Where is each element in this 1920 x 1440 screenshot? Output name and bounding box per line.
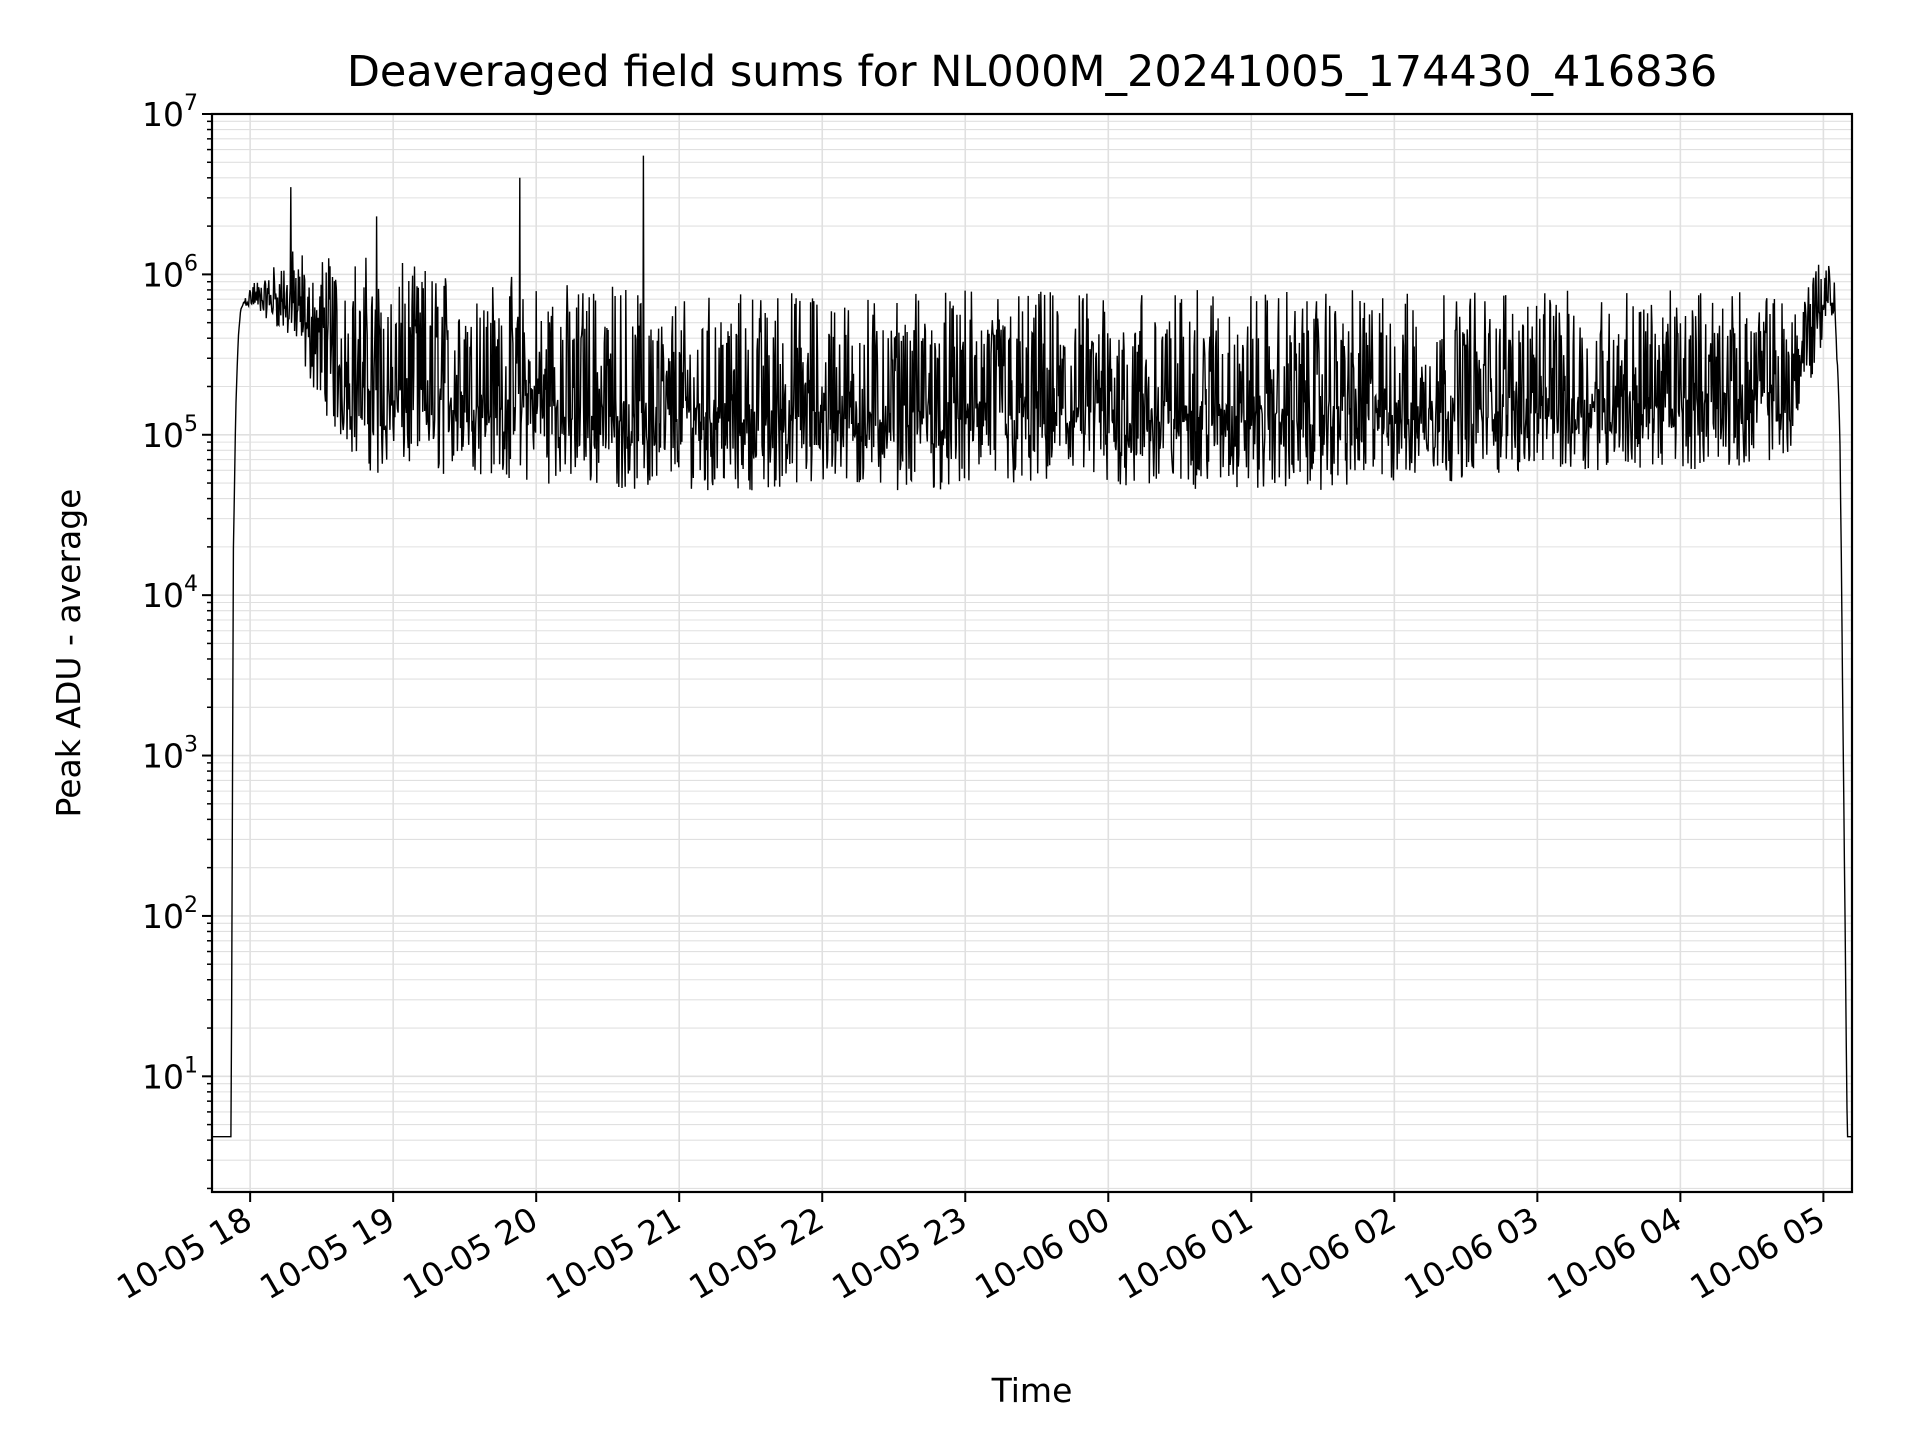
y-axis-label: Peak ADU - average [49,489,88,818]
y-tick-label: 101 [142,1053,198,1096]
data-line [212,155,1852,1138]
y-tick-label: 103 [142,733,198,776]
y-tick-label: 104 [142,572,198,615]
y-tick-label: 105 [142,412,198,455]
x-axis-label: Time [991,1371,1073,1410]
series-layer [212,155,1852,1138]
chart-title: Deaveraged field sums for NL000M_2024100… [347,47,1717,97]
y-tick-label: 102 [142,893,198,936]
axes-frame [210,112,1854,1194]
y-tick-label: 107 [142,91,198,134]
y-tick-label: 106 [142,251,198,294]
